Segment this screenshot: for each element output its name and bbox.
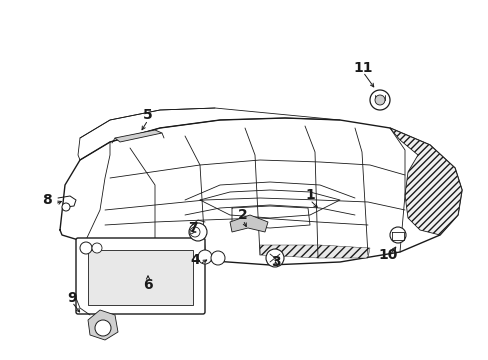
Circle shape [189,223,206,241]
Text: 10: 10 [378,248,397,262]
Circle shape [80,242,92,254]
Circle shape [95,320,111,336]
Polygon shape [88,310,118,340]
Text: 3: 3 [271,255,280,269]
Circle shape [190,227,200,237]
Circle shape [389,227,405,243]
Polygon shape [229,215,267,232]
Circle shape [265,249,284,267]
Circle shape [210,251,224,265]
Circle shape [62,203,70,211]
Text: 9: 9 [67,291,77,305]
Circle shape [92,243,102,253]
Text: 6: 6 [143,278,153,292]
Text: 4: 4 [190,253,200,267]
Circle shape [369,90,389,110]
Polygon shape [260,245,369,258]
Bar [88,250,193,305]
Polygon shape [115,130,162,142]
Text: 8: 8 [42,193,52,207]
Text: 7: 7 [188,221,198,235]
Text: 5: 5 [143,108,153,122]
Text: 1: 1 [305,188,314,202]
FancyBboxPatch shape [76,238,204,314]
Circle shape [374,95,384,105]
Circle shape [198,250,212,264]
Polygon shape [389,128,461,235]
Text: 11: 11 [352,61,372,75]
Text: 2: 2 [238,208,247,222]
